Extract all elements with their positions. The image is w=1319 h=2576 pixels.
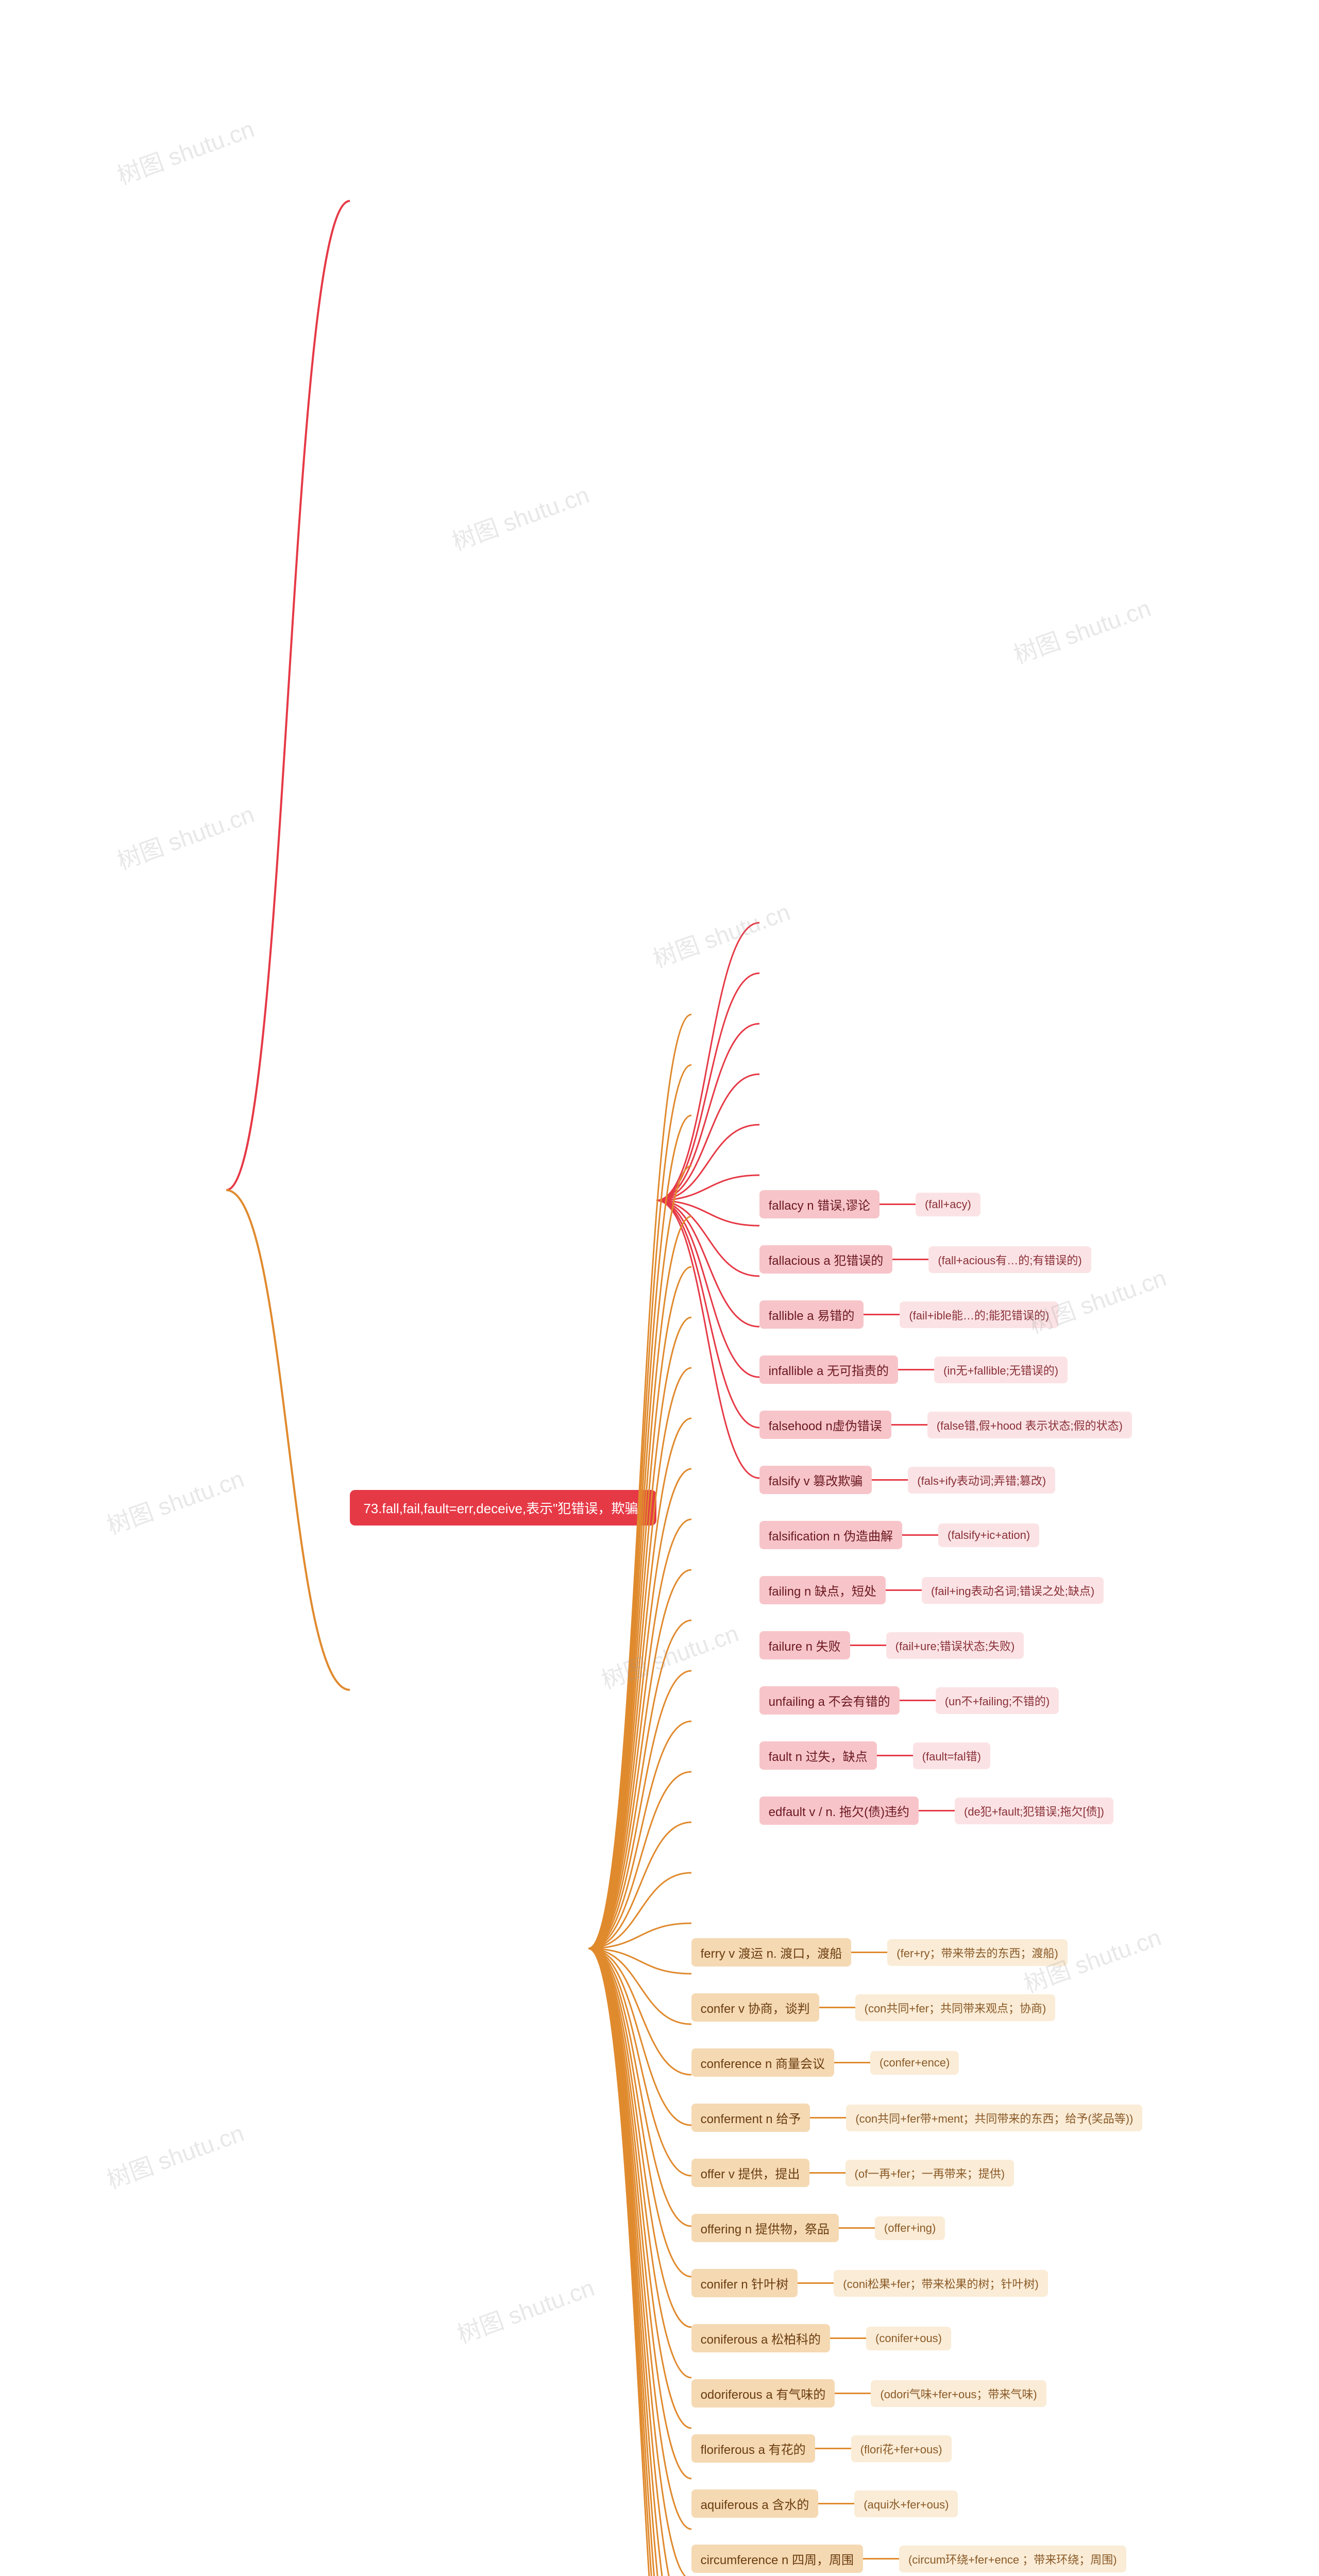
word-node: fallible a 易错的 [759, 1300, 864, 1329]
word-node: conferment n 给予 [691, 2104, 810, 2132]
word-node: fault n 过失，缺点 [759, 1741, 877, 1770]
word-node: unfailing a 不会有错的 [759, 1686, 900, 1715]
word-node: aquiferous a 含水的 [691, 2489, 819, 2518]
word-node: fallacious a 犯错误的 [759, 1245, 893, 1274]
branch-head-b73: 73.fall,fail,fault=err,deceive,表示"犯错误，欺骗… [350, 1490, 656, 1526]
word-node: fallacy n 错误,谬论 [759, 1190, 880, 1218]
connector-branch [656, 1190, 759, 1825]
word-node: conference n 商量会议 [691, 2048, 834, 2077]
note-node: (in无+fallible;无错误的) [934, 1357, 1068, 1383]
connector-leaf [863, 2558, 899, 2560]
note-node: (circum环绕+fer+ence ；带来环绕；周围) [899, 2546, 1126, 2572]
connector-leaf [798, 2282, 834, 2284]
word-node: ferry v 渡运 n. 渡口，渡船 [691, 1938, 852, 1967]
note-node: (fault=fal错) [913, 1742, 990, 1769]
word-node: failing n 缺点，短处 [759, 1576, 886, 1604]
note-node: (confer+ence) [870, 2051, 959, 2075]
note-node: (con共同+fer；共同带来观点；协商) [855, 1994, 1056, 2021]
connector-leaf [810, 2117, 846, 2119]
note-node: (false错,假+hood 表示状态;假的状态) [927, 1412, 1132, 1438]
watermark: 树图 shutu.cn [112, 795, 258, 876]
note-node: (de犯+fault;犯错误;拖欠[债]) [955, 1798, 1113, 1824]
word-node: confer v 协商，谈判 [691, 1993, 819, 2022]
word-node: failure n 失败 [759, 1631, 850, 1659]
note-node: (fail+ible能…的;能犯错误的) [900, 1301, 1058, 1328]
word-node: falsification n 伪造曲解 [759, 1521, 902, 1549]
connector-leaf [892, 1259, 928, 1260]
note-node: (flori花+fer+ous) [851, 2435, 952, 2462]
connector-branch [588, 1938, 691, 2576]
word-node: floriferous a 有花的 [691, 2434, 815, 2463]
word-node: edfault v / n. 拖欠(债)违约 [759, 1797, 919, 1825]
connector-leaf [835, 2393, 871, 2394]
note-node: (fail+ure;错误状态;失败) [886, 1632, 1024, 1659]
connector-leaf [877, 1755, 913, 1756]
connector-leaf [830, 2337, 866, 2339]
connector-leaf [839, 2227, 875, 2229]
connector-leaf [880, 1204, 916, 1205]
watermark: 树图 shutu.cn [112, 110, 258, 191]
word-node: infallible a 无可指责的 [759, 1355, 898, 1384]
word-node: coniferous a 松柏科的 [691, 2324, 830, 2352]
note-node: (coni松果+fer；带来松果的树；针叶树) [834, 2270, 1048, 2297]
word-node: odoriferous a 有气味的 [691, 2379, 835, 2408]
connector-leaf [891, 1424, 927, 1426]
note-node: (fer+ry；带来带去的东西；渡船) [887, 1939, 1068, 1966]
note-node: (fall+acious有…的;有错误的) [928, 1246, 1091, 1273]
note-node: (of一再+fer；一再带来；提供) [845, 2160, 1014, 2187]
note-node: (offer+ing) [875, 2216, 945, 2240]
connector-leaf [809, 2172, 845, 2174]
connector-leaf [818, 2503, 854, 2504]
watermark: 树图 shutu.cn [1008, 589, 1155, 670]
word-node: conifer n 针叶树 [691, 2269, 798, 2297]
note-node: (fals+ify表动词;弄错;篡改) [908, 1467, 1055, 1494]
connector-leaf [886, 1589, 922, 1591]
connector-leaf [851, 1952, 887, 1953]
note-node: (odori气味+fer+ous；带来气味) [871, 2380, 1046, 2407]
connector-leaf [902, 1534, 938, 1536]
connector-leaf [815, 2448, 851, 2449]
note-node: (conifer+ous) [866, 2327, 951, 2350]
watermark: 树图 shutu.cn [648, 893, 794, 974]
watermark: 树图 shutu.cn [447, 476, 593, 557]
word-node: falsify v 篡改欺骗 [759, 1466, 872, 1494]
connector-leaf [898, 1369, 934, 1370]
note-node: (con共同+fer带+ment；共同带来的东西；给予(奖品等)) [846, 2105, 1142, 2131]
note-node: (falsify+ic+ation) [938, 1523, 1039, 1547]
connector-leaf [819, 2007, 855, 2008]
connector-leaf [900, 1700, 936, 1701]
note-node: (un不+failing;不错的) [936, 1687, 1059, 1714]
word-node: offer v 提供，提出 [691, 2159, 809, 2187]
word-node: circumference n 四周，周围 [691, 2545, 863, 2573]
connector-root [226, 1190, 350, 2576]
connector-leaf [834, 2062, 870, 2063]
note-node: (fall+acy) [916, 1193, 980, 1216]
connector-leaf [919, 1810, 955, 1811]
word-node: offering n 提供物，祭品 [691, 2214, 839, 2242]
note-node: (aqui水+fer+ous) [854, 2490, 958, 2517]
word-node: falsehood n虚伪错误 [759, 1411, 891, 1439]
note-node: (fail+ing表动名词;错误之处;缺点) [922, 1577, 1104, 1604]
connector-leaf [864, 1314, 900, 1315]
connector-leaf [872, 1479, 908, 1481]
connector-leaf [850, 1645, 886, 1646]
